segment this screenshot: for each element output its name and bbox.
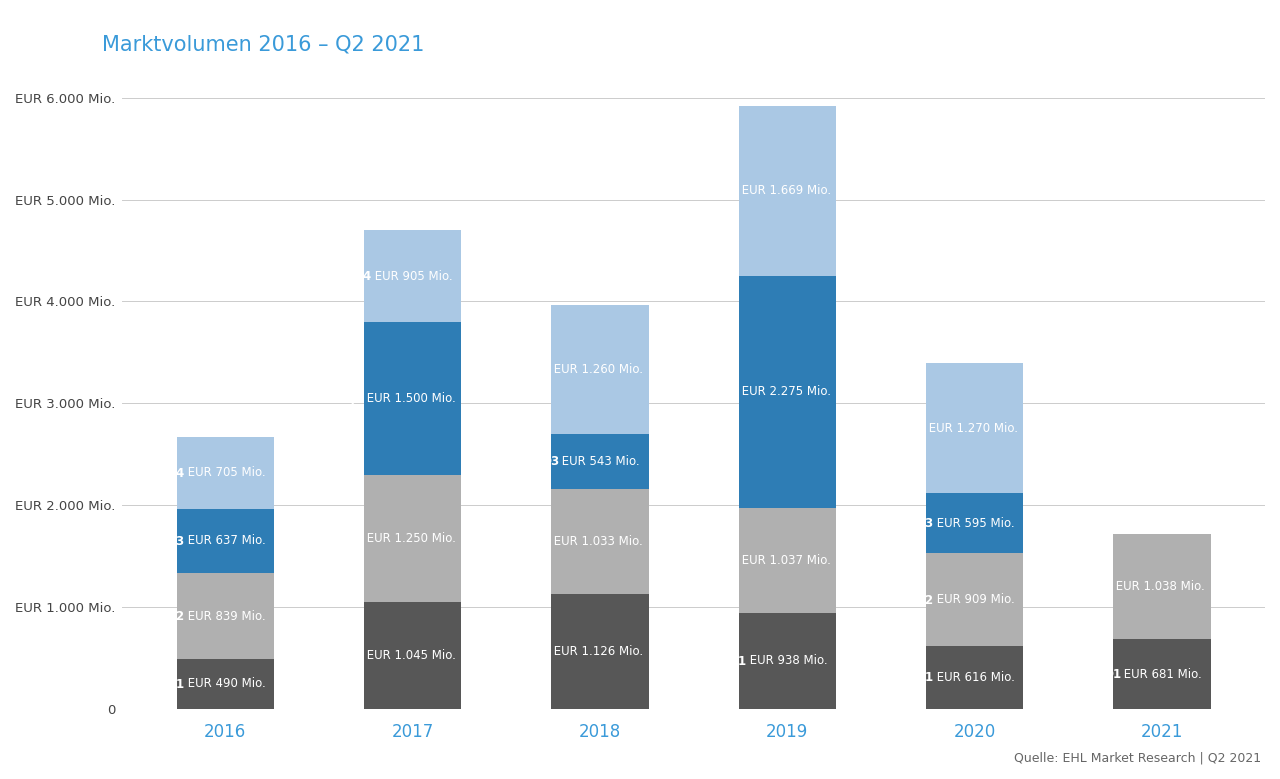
Text: EUR 1.250 Mio.: EUR 1.250 Mio. [364, 532, 456, 545]
Bar [925, 553, 1023, 646]
Text: EUR 1.669 Mio.: EUR 1.669 Mio. [737, 185, 831, 197]
Text: EUR 909 Mio.: EUR 909 Mio. [933, 594, 1015, 606]
Text: Q1: Q1 [534, 645, 552, 658]
Text: EUR 705 Mio.: EUR 705 Mio. [183, 466, 265, 479]
Bar [177, 437, 274, 509]
Text: Q4: Q4 [721, 185, 739, 197]
Text: EUR 905 Mio.: EUR 905 Mio. [371, 270, 453, 283]
Text: EUR 1.037 Mio.: EUR 1.037 Mio. [737, 554, 831, 567]
Text: EUR 2.275 Mio.: EUR 2.275 Mio. [737, 386, 831, 398]
Text: EUR 1.260 Mio.: EUR 1.260 Mio. [550, 363, 644, 376]
Text: Q1: Q1 [346, 649, 364, 662]
Bar [364, 323, 461, 475]
Text: EUR 1.033 Mio.: EUR 1.033 Mio. [550, 535, 643, 548]
Text: Q1: Q1 [166, 677, 184, 690]
Text: Q2: Q2 [534, 535, 552, 548]
Bar [739, 106, 836, 276]
Text: EUR 616 Mio.: EUR 616 Mio. [933, 671, 1015, 684]
Text: Q4: Q4 [353, 270, 372, 283]
Bar [552, 305, 649, 434]
Bar [177, 573, 274, 659]
Text: Q2: Q2 [721, 554, 739, 567]
Text: Q2: Q2 [915, 594, 934, 606]
Text: EUR 1.126 Mio.: EUR 1.126 Mio. [550, 645, 644, 658]
Text: Q3: Q3 [166, 534, 184, 548]
Bar [1114, 534, 1211, 640]
Text: Q4: Q4 [166, 466, 184, 479]
Bar [552, 434, 649, 489]
Bar [925, 493, 1023, 553]
Text: EUR 1.045 Mio.: EUR 1.045 Mio. [364, 649, 456, 662]
Text: Q4: Q4 [908, 421, 925, 435]
Bar [925, 364, 1023, 493]
Text: Q4: Q4 [534, 363, 552, 376]
Text: Q2: Q2 [1096, 580, 1114, 593]
Bar [177, 659, 274, 709]
Text: Q3: Q3 [541, 455, 559, 467]
Text: Q3: Q3 [346, 392, 364, 405]
Text: Q1: Q1 [1103, 668, 1121, 681]
Bar [364, 602, 461, 709]
Text: EUR 543 Mio.: EUR 543 Mio. [558, 455, 640, 467]
Bar [739, 613, 836, 709]
Text: Q1: Q1 [915, 671, 934, 684]
Text: Q3: Q3 [915, 516, 934, 530]
Text: EUR 637 Mio.: EUR 637 Mio. [183, 534, 265, 548]
Text: EUR 1.270 Mio.: EUR 1.270 Mio. [925, 421, 1018, 435]
Text: Marktvolumen 2016 – Q2 2021: Marktvolumen 2016 – Q2 2021 [102, 34, 425, 55]
Bar [177, 509, 274, 573]
Text: Q2: Q2 [166, 610, 184, 622]
Bar [552, 489, 649, 594]
Text: Quelle: EHL Market Research | Q2 2021: Quelle: EHL Market Research | Q2 2021 [1014, 752, 1261, 765]
Bar [925, 646, 1023, 709]
Bar [552, 594, 649, 709]
Text: EUR 595 Mio.: EUR 595 Mio. [933, 516, 1015, 530]
Bar [739, 508, 836, 613]
Text: EUR 1.500 Mio.: EUR 1.500 Mio. [364, 392, 456, 405]
Text: EUR 938 Mio.: EUR 938 Mio. [746, 654, 827, 668]
Bar [1114, 640, 1211, 709]
Text: EUR 490 Mio.: EUR 490 Mio. [183, 677, 265, 690]
Bar [739, 276, 836, 508]
Text: Q1: Q1 [728, 654, 746, 668]
Bar [364, 475, 461, 602]
Text: EUR 681 Mio.: EUR 681 Mio. [1120, 668, 1202, 681]
Text: Q3: Q3 [721, 386, 739, 398]
Text: EUR 1.038 Mio.: EUR 1.038 Mio. [1112, 580, 1206, 593]
Text: Q2: Q2 [346, 532, 364, 545]
Text: EUR 839 Mio.: EUR 839 Mio. [183, 610, 265, 622]
Bar [364, 230, 461, 323]
